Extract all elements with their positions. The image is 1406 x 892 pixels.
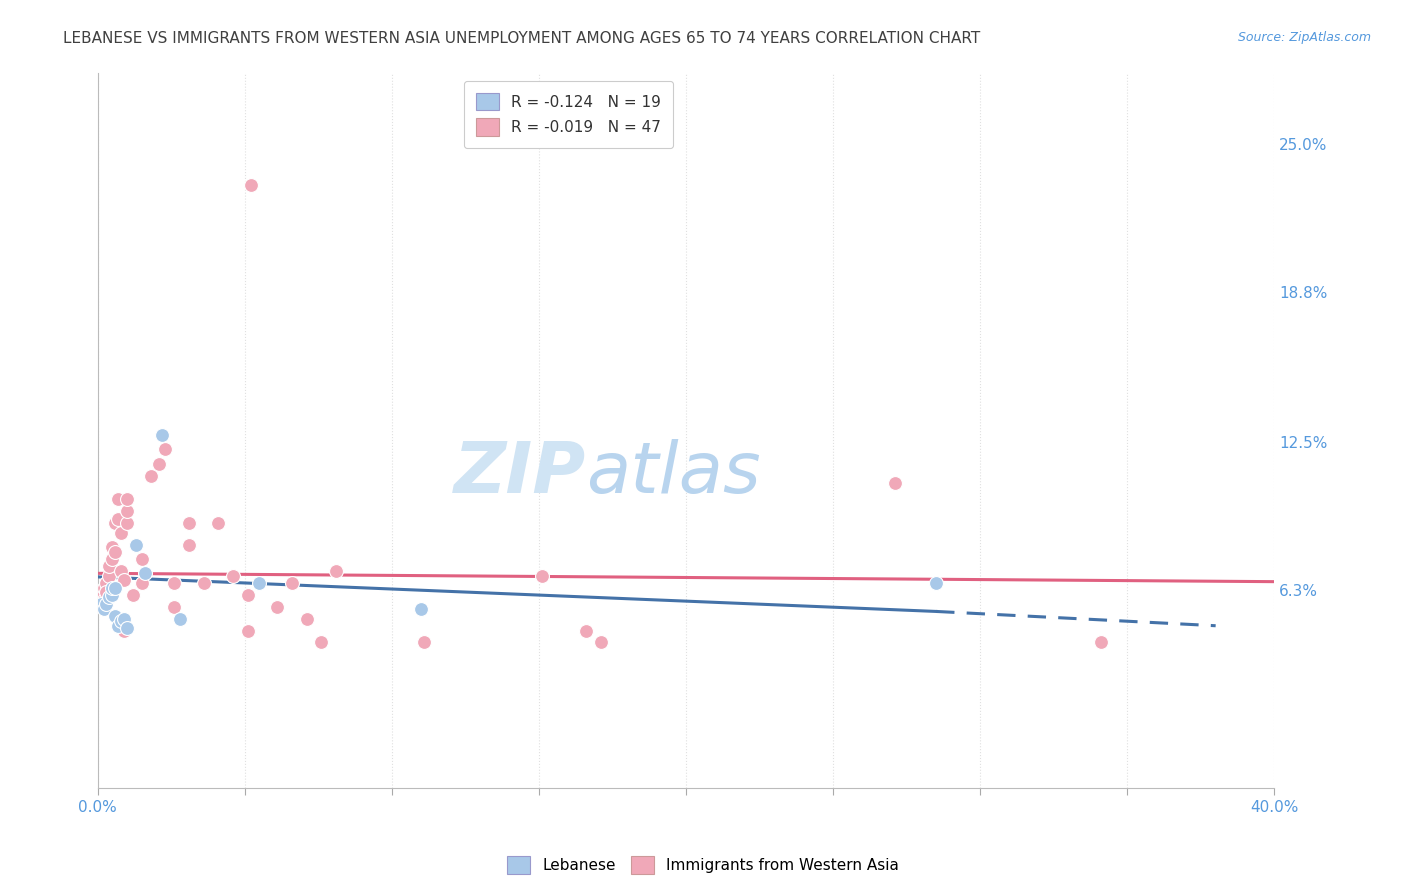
Point: [207, 516, 229, 531]
Point: [575, 624, 598, 638]
Point: [93, 592, 115, 607]
Point: [107, 492, 129, 507]
Point: [193, 575, 215, 590]
Point: [163, 575, 186, 590]
Point: [150, 428, 173, 442]
Point: [98, 559, 121, 574]
Point: [101, 581, 124, 595]
Point: [115, 516, 138, 531]
Point: [530, 568, 553, 582]
Text: ZIP: ZIP: [454, 439, 586, 508]
Point: [112, 624, 135, 638]
Point: [131, 552, 153, 566]
Point: [239, 178, 262, 192]
Point: [115, 621, 138, 635]
Point: [125, 538, 148, 552]
Point: [101, 552, 124, 566]
Point: [90, 597, 112, 611]
Point: [249, 575, 271, 590]
Point: [101, 540, 124, 554]
Point: [163, 599, 186, 614]
Point: [115, 492, 138, 507]
Point: [169, 611, 191, 625]
Point: [110, 614, 132, 628]
Point: [177, 516, 200, 531]
Point: [1090, 635, 1112, 649]
Point: [325, 564, 347, 578]
Point: [589, 635, 612, 649]
Point: [110, 525, 132, 540]
Point: [104, 581, 127, 595]
Point: [295, 611, 318, 625]
Point: [884, 475, 907, 490]
Point: [107, 619, 129, 633]
Point: [925, 575, 948, 590]
Point: [266, 599, 288, 614]
Point: [122, 588, 145, 602]
Point: [112, 574, 135, 588]
Point: [104, 545, 127, 559]
Point: [98, 590, 121, 604]
Point: [411, 602, 433, 616]
Point: [134, 566, 156, 581]
Point: [93, 581, 115, 595]
Point: [90, 588, 112, 602]
Point: [104, 516, 127, 531]
Point: [222, 568, 245, 582]
Point: [98, 568, 121, 582]
Point: [148, 457, 170, 471]
Point: [115, 504, 138, 518]
Point: [110, 564, 132, 578]
Point: [236, 588, 259, 602]
Point: [93, 602, 115, 616]
Point: [96, 585, 118, 599]
Point: [96, 597, 118, 611]
Legend: Lebanese, Immigrants from Western Asia: Lebanese, Immigrants from Western Asia: [501, 850, 905, 880]
Point: [155, 442, 177, 457]
Text: atlas: atlas: [586, 439, 761, 508]
Point: [413, 635, 436, 649]
Text: Source: ZipAtlas.com: Source: ZipAtlas.com: [1237, 31, 1371, 45]
Point: [177, 538, 200, 552]
Point: [281, 575, 304, 590]
Text: LEBANESE VS IMMIGRANTS FROM WESTERN ASIA UNEMPLOYMENT AMONG AGES 65 TO 74 YEARS : LEBANESE VS IMMIGRANTS FROM WESTERN ASIA…: [63, 31, 980, 46]
Point: [101, 588, 124, 602]
Point: [112, 611, 135, 625]
Point: [96, 575, 118, 590]
Point: [104, 609, 127, 624]
Point: [309, 635, 332, 649]
Legend: R = -0.124   N = 19, R = -0.019   N = 47: R = -0.124 N = 19, R = -0.019 N = 47: [464, 80, 673, 148]
Point: [131, 575, 153, 590]
Point: [90, 597, 112, 611]
Point: [107, 511, 129, 525]
Point: [236, 624, 259, 638]
Point: [139, 468, 162, 483]
